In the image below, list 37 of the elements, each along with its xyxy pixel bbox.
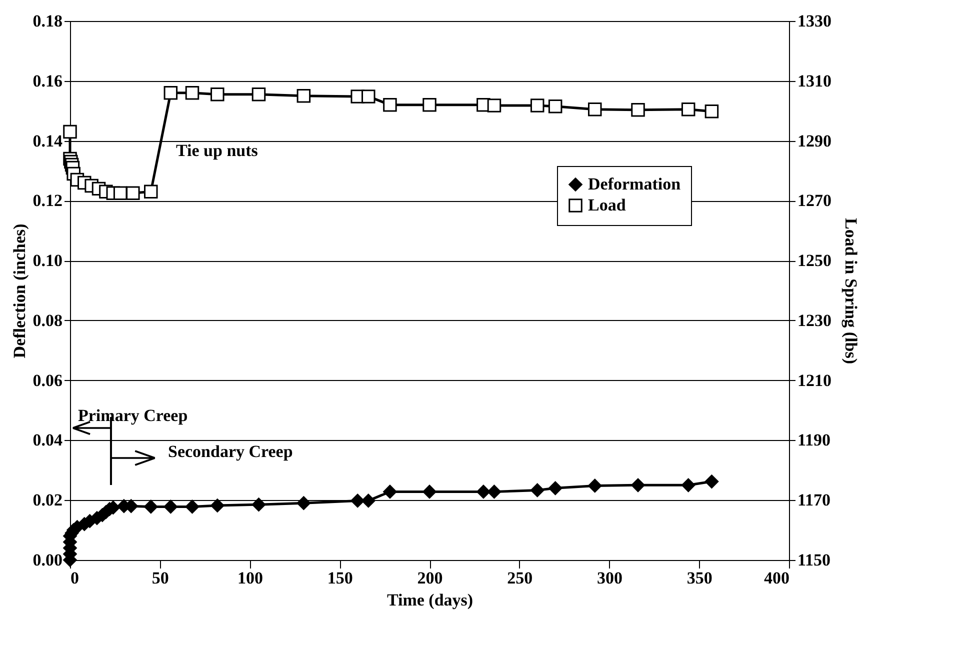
x-tick-label: 0 bbox=[70, 568, 79, 588]
y-tick-label: 0.10 bbox=[32, 251, 62, 270]
x-tick-label: 350 bbox=[686, 568, 712, 588]
y-tick-label: 0.16 bbox=[32, 71, 62, 90]
y-tick-label: 0.14 bbox=[32, 131, 63, 150]
annotation: Tie up nuts bbox=[176, 141, 258, 160]
annotation: Secondary Creep bbox=[168, 442, 293, 461]
x-tick-label: 200 bbox=[417, 568, 443, 588]
x-tick-label: 50 bbox=[152, 568, 169, 588]
y2-tick-label: 1290 bbox=[798, 131, 832, 150]
y2-tick-label: 1150 bbox=[798, 550, 831, 570]
y2-tick-label: 1230 bbox=[798, 310, 832, 330]
y2-tick-label: 1250 bbox=[798, 251, 832, 270]
y2-tick-label: 1270 bbox=[798, 191, 832, 210]
y-tick-label: 0.12 bbox=[32, 191, 62, 210]
y2-tick-label: 1310 bbox=[798, 71, 832, 90]
y2-tick-label: 1330 bbox=[798, 12, 832, 30]
y2-axis-title: Load in Spring (lbs) bbox=[842, 218, 860, 364]
x-axis-title: Time (days) bbox=[386, 590, 474, 610]
y-tick-label: 0.06 bbox=[32, 370, 62, 390]
y-tick-label: 0.18 bbox=[32, 12, 62, 30]
y-tick-label: 0.02 bbox=[32, 490, 62, 510]
y-tick-label: 0.04 bbox=[32, 430, 63, 450]
x-tick-label: 150 bbox=[327, 568, 353, 588]
y-tick-label: 0.08 bbox=[32, 310, 62, 330]
x-tick-label: 100 bbox=[238, 568, 263, 588]
annotation: Primary Creep bbox=[78, 406, 188, 425]
y2-tick-label: 1210 bbox=[798, 370, 832, 390]
legend-label: Deformation bbox=[588, 174, 682, 194]
legend-label: Load bbox=[588, 196, 626, 214]
x-tick-label: 300 bbox=[597, 568, 622, 588]
x-tick-label: 400 bbox=[764, 568, 790, 588]
y-axis-title: Deflection (inches) bbox=[10, 224, 29, 358]
x-tick-label: 250 bbox=[507, 568, 533, 588]
y2-tick-label: 1170 bbox=[798, 490, 831, 510]
y2-tick-label: 1190 bbox=[798, 430, 831, 450]
y-tick-label: 0.00 bbox=[32, 550, 62, 570]
